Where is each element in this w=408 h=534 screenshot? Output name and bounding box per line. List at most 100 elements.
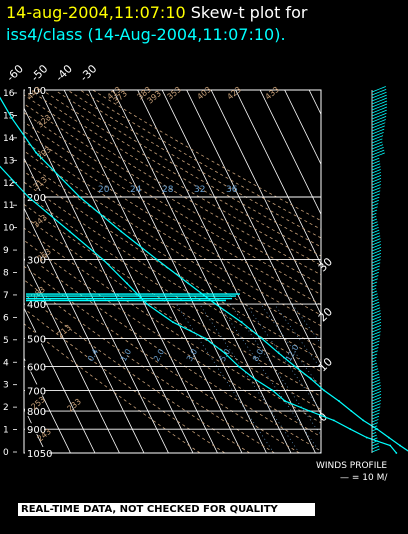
dewpoint-point xyxy=(284,400,287,402)
dry-adiabat-line xyxy=(24,160,321,349)
dry-adiabat-line xyxy=(24,192,321,385)
wind-vector xyxy=(371,412,380,417)
dewpoint-point xyxy=(389,444,392,447)
wind-vector xyxy=(371,109,387,117)
wind-vector xyxy=(371,178,382,183)
dewpoint-point xyxy=(349,428,352,431)
wind-vector xyxy=(371,334,381,339)
temperature-point xyxy=(387,436,390,439)
height-tick-label: 4 xyxy=(3,358,9,368)
isotherm-line xyxy=(24,307,96,453)
wind-vector xyxy=(371,419,379,423)
wind-vector xyxy=(371,434,377,438)
wind-vector xyxy=(371,196,380,201)
wind-vector xyxy=(371,199,379,204)
dry-adiabat-line xyxy=(24,215,321,410)
dry-adiabat-line xyxy=(24,181,321,373)
wind-vector xyxy=(371,187,381,192)
wind-vector xyxy=(371,115,387,123)
wind-vector xyxy=(371,218,378,222)
mixing-ratio-line xyxy=(176,303,275,453)
wind-vector xyxy=(371,100,388,108)
height-tick-label: 13 xyxy=(3,156,14,166)
wind-vector xyxy=(371,149,385,156)
adiabat-label: 403 xyxy=(196,85,213,102)
wind-vector xyxy=(371,350,378,354)
pressure-tick-label: 400 xyxy=(27,300,46,311)
wind-vector xyxy=(371,172,382,177)
dewpoint-point xyxy=(271,389,274,392)
wind-vector xyxy=(371,206,378,210)
wind-vector xyxy=(371,141,383,147)
wind-vector xyxy=(371,152,385,159)
pressure-label-bg xyxy=(25,298,44,310)
wind-vector xyxy=(371,146,384,153)
right-temperature-tick-label: 10 xyxy=(316,355,335,374)
height-tick-label: 11 xyxy=(3,201,14,211)
mixing-ratio-line xyxy=(218,303,321,453)
isotherm-line xyxy=(186,90,321,366)
wind-vector xyxy=(371,353,378,357)
wind-vector xyxy=(371,190,381,195)
right-temperature-tick-label: 30 xyxy=(316,255,335,274)
quality-disclaimer: REAL-TIME DATA, NOT CHECKED FOR QUALITY xyxy=(18,503,315,516)
wind-vector xyxy=(371,97,388,105)
wind-vector xyxy=(371,388,382,393)
temperature-point xyxy=(10,117,13,120)
wind-vector xyxy=(371,88,387,96)
wind-vector xyxy=(371,422,378,426)
dry-adiabat-line xyxy=(24,103,321,285)
wind-vector xyxy=(371,226,379,231)
temperature-tick-label: -30 xyxy=(78,62,100,84)
wind-vector xyxy=(371,403,381,408)
wind-vector xyxy=(371,86,386,93)
dry-adiabat-line xyxy=(24,121,321,306)
temperature-point xyxy=(156,258,158,261)
isotherm-line xyxy=(24,107,194,453)
chart-title: 14-aug-2004,11:07:10 Skew-t plot for xyxy=(6,3,307,22)
wind-vector xyxy=(371,122,386,129)
wind-vector xyxy=(371,340,380,345)
dewpoint-point xyxy=(172,321,174,324)
pressure-tick-label: 200 xyxy=(27,193,46,204)
height-tick-label: 3 xyxy=(3,381,9,391)
wind-vector xyxy=(371,298,379,303)
pressure-label-bg xyxy=(25,253,44,265)
pressure-tick-label: 700 xyxy=(27,386,46,397)
pressure-tick-label: 100 xyxy=(27,86,46,97)
wind-vector xyxy=(371,209,378,213)
wind-vector xyxy=(371,244,382,249)
dewpoint-point xyxy=(224,352,226,355)
wind-vector xyxy=(371,400,381,405)
pressure-tick-label: 900 xyxy=(27,425,46,436)
wind-vector xyxy=(371,409,381,414)
height-tick-label: 15 xyxy=(3,111,14,121)
winds-scale-label: — = 10 M/ xyxy=(340,473,388,483)
wind-vector xyxy=(371,442,379,447)
plot-area xyxy=(24,90,321,453)
title-timestamp: 14-aug-2004,11:07:10 xyxy=(6,3,186,22)
wind-vector xyxy=(371,431,377,435)
height-tick-label: 1 xyxy=(3,426,9,436)
temperature-point xyxy=(187,282,190,285)
wind-vector xyxy=(371,290,378,294)
dry-adiabat-line xyxy=(41,90,321,257)
mixing-ratio-line xyxy=(230,303,321,436)
isotherm-line xyxy=(161,90,321,416)
dewpoint-point xyxy=(308,410,311,412)
wind-vector xyxy=(371,138,383,144)
wind-vector xyxy=(371,365,378,369)
wind-vector xyxy=(371,370,379,375)
wind-vector xyxy=(371,437,378,441)
wind-vector xyxy=(371,301,380,306)
wind-vector xyxy=(371,347,379,351)
wind-vector xyxy=(371,406,381,411)
wind-vector xyxy=(371,271,380,276)
wind-vector xyxy=(371,385,381,390)
mixing-ratio-line xyxy=(199,303,300,453)
wind-vector xyxy=(371,119,386,126)
temperature-point xyxy=(240,321,243,324)
temperature-point xyxy=(294,365,297,368)
isotherm-line xyxy=(210,90,321,316)
height-tick-label: 14 xyxy=(3,134,15,144)
